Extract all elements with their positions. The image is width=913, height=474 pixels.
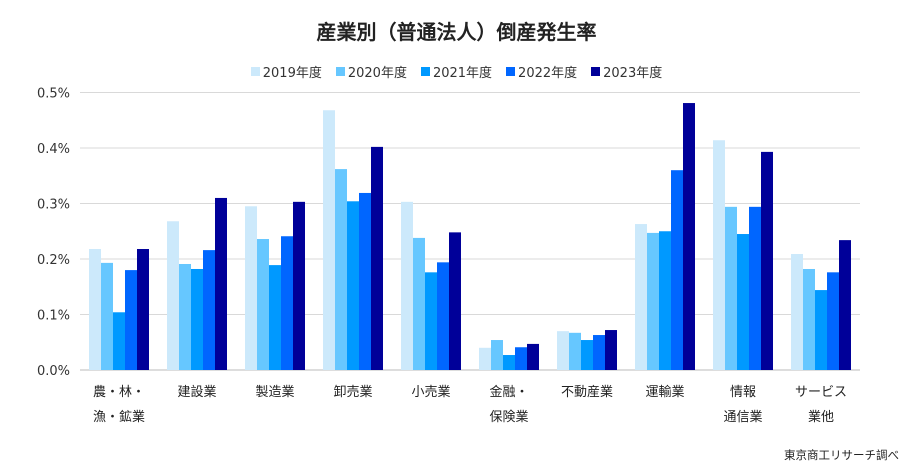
legend-label: 2023年度: [603, 66, 663, 81]
bar: [515, 347, 527, 370]
bar: [335, 169, 347, 370]
x-tick-label: 不動産業: [561, 384, 613, 400]
legend-label: 2022年度: [518, 66, 578, 81]
bar: [527, 343, 539, 370]
x-tick-label: サービス: [795, 385, 847, 400]
bar: [281, 236, 293, 370]
x-tick-label: 小売業: [411, 384, 450, 400]
bar: [593, 335, 605, 370]
legend-item: 2023年度: [591, 62, 662, 81]
y-tick-label: 0.0%: [37, 364, 70, 379]
bar: [683, 103, 695, 371]
legend-swatch: [420, 67, 430, 76]
x-tick-label: 業他: [808, 409, 834, 425]
x-tick-label: 建設業: [177, 384, 216, 400]
y-tick-label: 0.5%: [37, 87, 70, 102]
chart-title: 産業別（普通法人）倒産発生率: [316, 20, 597, 44]
bar: [737, 234, 749, 370]
bar: [191, 268, 203, 370]
bar: [725, 206, 737, 370]
x-tick-label: 保険業: [489, 409, 528, 425]
x-tick-label: 農・林・: [93, 385, 145, 400]
bar: [803, 268, 815, 370]
x-tick-label: 通信業: [723, 409, 762, 425]
bar: [401, 201, 413, 370]
x-tick-label: 漁・鉱業: [93, 409, 145, 425]
bar: [491, 340, 503, 370]
y-tick-label: 0.3%: [37, 198, 70, 213]
bar: [125, 270, 137, 370]
bar: [647, 232, 659, 370]
x-tick-label: 製造業: [255, 384, 294, 400]
bar: [761, 151, 773, 370]
y-tick-label: 0.2%: [37, 253, 70, 268]
legend: 2019年度 2020年度 2021年度 2022年度 2023年度: [0, 62, 913, 81]
bar: [371, 146, 383, 370]
legend-label: 2021年度: [432, 66, 493, 81]
bar: [425, 272, 437, 370]
legend-label: 2019年度: [262, 66, 322, 81]
legend-item: 2020年度: [335, 62, 407, 81]
bar: [635, 224, 647, 370]
bar: [101, 262, 113, 370]
bar: [113, 312, 125, 370]
legend-label: 2020年度: [347, 66, 407, 81]
legend-swatch: [250, 67, 260, 76]
bar: [449, 232, 461, 370]
bar: [437, 262, 449, 370]
x-tick-label: 情報: [730, 385, 756, 400]
bar: [323, 110, 335, 370]
bar: [269, 265, 281, 370]
bar: [605, 330, 617, 370]
bar: [749, 206, 761, 370]
x-tick-label: 金融・: [489, 384, 528, 400]
legend-item: 2021年度: [420, 62, 493, 81]
legend-swatch: [506, 67, 516, 76]
x-tick-label: 運輸業: [645, 384, 684, 400]
source-note: 東京商工リサーチ調べ: [784, 448, 899, 462]
legend-item: 2019年度: [250, 62, 322, 81]
y-tick-label: 0.4%: [37, 142, 70, 157]
bar: [347, 201, 359, 370]
bar: [827, 272, 839, 370]
bar: [713, 140, 725, 370]
bar: [215, 197, 227, 370]
bar: [293, 201, 305, 370]
bar: [89, 249, 101, 370]
bar: [203, 250, 215, 370]
legend-swatch: [591, 67, 601, 76]
bar: [815, 290, 827, 370]
bar: [179, 263, 191, 370]
bar: [137, 249, 149, 370]
legend-item: 2022年度: [506, 62, 577, 81]
bar: [167, 221, 179, 370]
bar: [671, 170, 683, 370]
legend-swatch: [335, 67, 345, 76]
y-tick-label: 0.1%: [37, 309, 70, 324]
bar: [557, 331, 569, 370]
bar: [257, 239, 269, 370]
x-tick-label: 卸売業: [333, 384, 372, 400]
bar: [479, 347, 491, 370]
bar: [581, 340, 593, 370]
bar: [245, 206, 257, 370]
bar: [839, 240, 851, 370]
bar: [791, 254, 803, 370]
bar: [503, 355, 515, 370]
bar: [413, 237, 425, 370]
bar: [659, 231, 671, 370]
bar: [359, 192, 371, 370]
bar: [569, 332, 581, 370]
